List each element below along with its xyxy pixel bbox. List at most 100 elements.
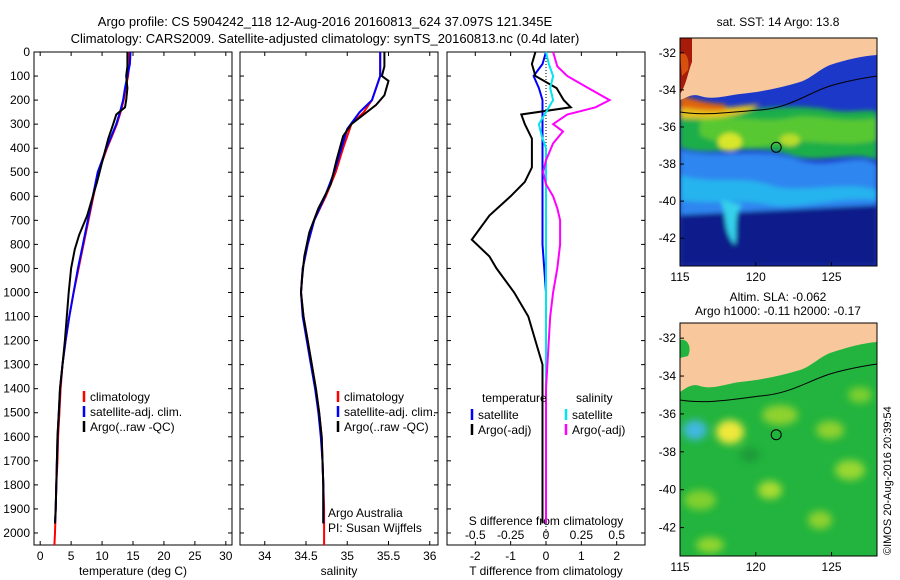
legend-label: climatology xyxy=(90,390,150,404)
sla-map-frame xyxy=(679,322,878,557)
sal-diff-tick-label: -0.25 xyxy=(497,528,525,542)
depth-tick-label: 1900 xyxy=(3,502,30,516)
sst-map-land xyxy=(680,38,877,100)
temp-xtick-label: 10 xyxy=(95,549,109,563)
diff-xtick-label: 2 xyxy=(613,549,620,563)
depth-tick-label: 1200 xyxy=(3,334,30,348)
depth-tick-label: 600 xyxy=(10,189,30,203)
depth-tick-label: 300 xyxy=(10,117,30,131)
sla-map-land xyxy=(680,323,877,392)
title-line-1: Argo profile: CS 5904242_118 12-Aug-2016… xyxy=(98,14,553,29)
map-ytick-label: -40 xyxy=(659,194,677,208)
sst-map-title: sat. SST: 14 Argo: 13.8 xyxy=(717,15,840,29)
map-xtick-label: 120 xyxy=(746,560,766,574)
sla-map-subtitle: Argo h1000: -0.11 h2000: -0.17 xyxy=(695,304,861,318)
depth-tick-label: 1300 xyxy=(3,358,30,372)
depth-tick-label: 1500 xyxy=(3,406,30,420)
temp-xlabel: temperature (deg C) xyxy=(79,564,187,578)
depth-tick-label: 100 xyxy=(10,69,30,83)
depth-tick-label: 0 xyxy=(23,45,30,59)
map-ytick-label: -42 xyxy=(659,231,677,245)
map-ytick-label: -36 xyxy=(659,120,677,134)
sal-xtick-label: 34 xyxy=(258,549,272,563)
legend-label: satellite xyxy=(572,408,613,422)
sal-xtick-label: 34.5 xyxy=(294,549,318,563)
depth-tick-label: 800 xyxy=(10,237,30,251)
legend-label: satellite-adj. clim. xyxy=(344,405,436,419)
depth-tick-label: 500 xyxy=(10,165,30,179)
depth-tick-label: 1800 xyxy=(3,478,30,492)
panel-annotation: Argo Australia xyxy=(328,506,403,520)
diff-xtick-label: 0 xyxy=(543,549,550,563)
sal-xlabel: salinity xyxy=(321,564,358,578)
credit-text: ©IMOS 20-Aug-2016 20:39:54 xyxy=(882,406,894,555)
series-salinity-argo-adj- xyxy=(542,51,612,524)
temp-xtick-label: 0 xyxy=(37,549,44,563)
sal-diff-tick-label: -0.5 xyxy=(465,528,486,542)
panel-annotation: PI: Susan Wijffels xyxy=(328,521,422,535)
legend-group-title: temperature xyxy=(482,391,547,405)
sal-plot-frame xyxy=(239,51,439,546)
legend-label: satellite-adj. clim. xyxy=(90,405,182,419)
sla-map: Altim. SLA: -0.062 Argo h1000: -0.11 h20… xyxy=(659,290,878,574)
temp-plot-frame xyxy=(33,51,233,546)
legend-label: Argo(..raw -QC) xyxy=(344,420,429,434)
depth-tick-label: 400 xyxy=(10,141,30,155)
depth-tick-label: 900 xyxy=(10,261,30,275)
sal-diff-tick-label: 0.25 xyxy=(570,528,594,542)
temp-xtick-label: 5 xyxy=(68,549,75,563)
map-xtick-label: 125 xyxy=(822,270,842,284)
legend-label: Argo(-adj) xyxy=(572,423,625,437)
sst-argo-marker xyxy=(770,141,782,153)
map-xtick-label: 120 xyxy=(746,270,766,284)
depth-tick-label: 200 xyxy=(10,93,30,107)
map-ytick-label: -32 xyxy=(659,331,677,345)
map-ytick-label: -32 xyxy=(659,46,677,60)
series-argo-raw-qc- xyxy=(54,52,129,524)
sst-map-frame xyxy=(679,37,878,267)
depth-tick-label: 1700 xyxy=(3,454,30,468)
series-temperature-argo-adj- xyxy=(470,51,573,524)
temp-xtick-label: 30 xyxy=(219,549,233,563)
temperature-panel: 0100200300400500600700800900100011001200… xyxy=(3,45,233,578)
sal-xtick-label: 35 xyxy=(341,549,355,563)
legend-label: Argo(..raw -QC) xyxy=(90,420,175,434)
map-xtick-label: 115 xyxy=(670,560,689,574)
map-ytick-label: -38 xyxy=(659,157,677,171)
salinity-panel: 34 34.5 35 35.5 36 salinity climatologysatelli… xyxy=(239,51,439,578)
legend-group-title: salinity xyxy=(576,391,613,405)
sla-map-title: Altim. SLA: -0.062 xyxy=(730,290,827,304)
depth-tick-label: 700 xyxy=(10,213,30,227)
legend-label: Argo(-adj) xyxy=(478,423,531,437)
diff-xtick-label: -2 xyxy=(470,549,481,563)
map-xtick-label: 115 xyxy=(670,270,689,284)
map-xtick-label: 125 xyxy=(822,560,842,574)
sal-xtick-label: 36 xyxy=(423,549,437,563)
temp-xtick-label: 15 xyxy=(126,549,140,563)
sal-diff-tick-label: 0.5 xyxy=(608,528,625,542)
title-line-2: Climatology: CARS2009. Satellite-adjuste… xyxy=(71,31,580,46)
temp-xtick-label: 25 xyxy=(188,549,202,563)
sst-map: sat. SST: 14 Argo: 13.8 115 120 125-32- xyxy=(659,15,878,284)
map-ytick-label: -42 xyxy=(659,521,677,535)
map-ytick-label: -40 xyxy=(659,483,677,497)
series-argo-raw-qc- xyxy=(299,52,390,524)
temp-xtick-label: 20 xyxy=(157,549,171,563)
depth-tick-label: 1600 xyxy=(3,430,30,444)
sal-xtick-label: 35.5 xyxy=(377,549,401,563)
map-ytick-label: -34 xyxy=(659,369,677,383)
depth-tick-label: 1000 xyxy=(3,285,30,299)
legend-label: satellite xyxy=(478,408,519,422)
diff-xlabel: T difference from climatology xyxy=(469,564,623,578)
sla-argo-marker xyxy=(770,429,782,441)
diff-xtick-label: 1 xyxy=(578,549,585,563)
map-ytick-label: -34 xyxy=(659,83,677,97)
diff-xtick-label: -1 xyxy=(505,549,516,563)
sal-diff-tick-label: 0 xyxy=(543,528,550,542)
depth-tick-label: 1400 xyxy=(3,382,30,396)
legend-label: climatology xyxy=(344,390,404,404)
depth-tick-label: 2000 xyxy=(3,526,30,540)
map-ytick-label: -38 xyxy=(659,445,677,459)
depth-tick-label: 1100 xyxy=(4,310,30,324)
